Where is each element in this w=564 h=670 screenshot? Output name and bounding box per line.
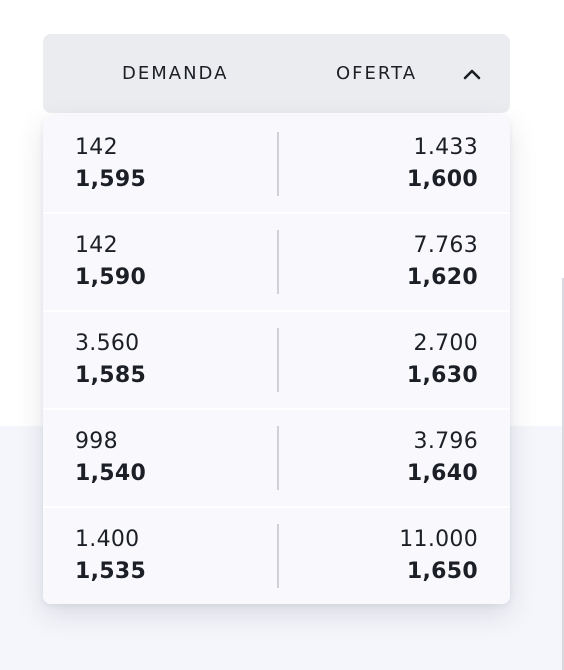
bid-price: 1,590 (75, 265, 147, 290)
bid-price: 1,540 (75, 461, 147, 486)
ask-price: 1,630 (406, 363, 478, 388)
bid-quantity: 3.560 (75, 331, 140, 356)
demand-column-header: DEMANDA (122, 63, 229, 84)
bid-price: 1,535 (75, 559, 147, 584)
order-row[interactable]: 142 1,595 1.433 1,600 (43, 116, 510, 212)
order-row[interactable]: 998 1,540 3.796 1,640 (43, 408, 510, 506)
bid-quantity: 1.400 (75, 527, 140, 552)
bid-price: 1,585 (75, 363, 147, 388)
ask-price: 1,620 (406, 265, 478, 290)
column-divider (277, 230, 279, 294)
ask-quantity: 7.763 (413, 233, 478, 258)
ask-price: 1,650 (406, 559, 478, 584)
column-divider (277, 132, 279, 196)
bid-quantity: 142 (75, 233, 118, 258)
order-book-header: DEMANDA OFERTA (43, 34, 510, 113)
ask-price: 1,600 (406, 167, 478, 192)
ask-quantity: 2.700 (413, 331, 478, 356)
bid-quantity: 142 (75, 135, 118, 160)
ask-price: 1,640 (406, 461, 478, 486)
ask-quantity: 11.000 (399, 527, 478, 552)
order-row[interactable]: 1.400 1,535 11.000 1,650 (43, 506, 510, 604)
offer-column-header: OFERTA (336, 63, 418, 84)
ask-quantity: 3.796 (413, 429, 478, 454)
order-book-list: 142 1,595 1.433 1,600 142 1,590 7.763 1,… (43, 116, 510, 604)
bid-price: 1,595 (75, 167, 147, 192)
order-row[interactable]: 142 1,590 7.763 1,620 (43, 212, 510, 310)
order-row[interactable]: 3.560 1,585 2.700 1,630 (43, 310, 510, 408)
column-divider (277, 524, 279, 588)
ask-quantity: 1.433 (413, 135, 478, 160)
chevron-up-icon[interactable] (461, 63, 483, 85)
column-divider (277, 426, 279, 490)
column-divider (277, 328, 279, 392)
scrollbar-track (562, 278, 564, 670)
bid-quantity: 998 (75, 429, 118, 454)
